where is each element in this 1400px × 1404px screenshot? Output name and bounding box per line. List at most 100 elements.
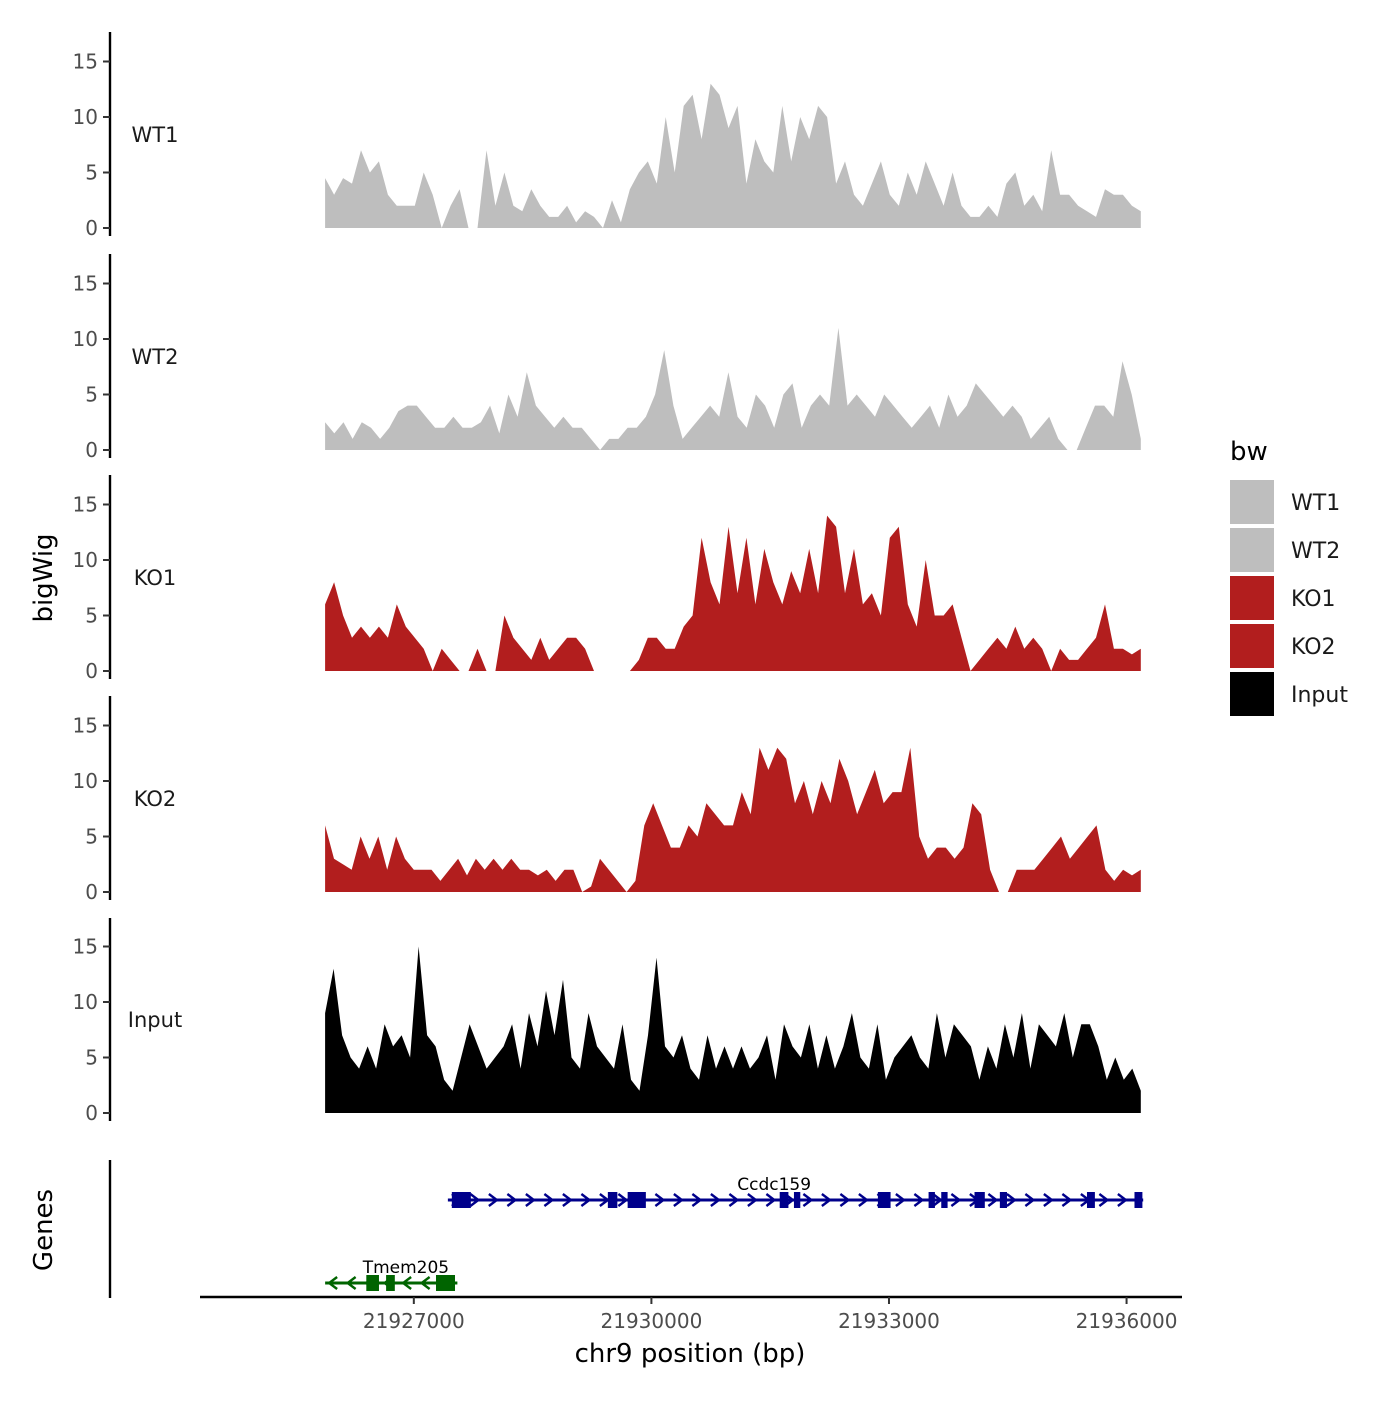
exon	[607, 1192, 618, 1208]
strand-arrow	[932, 1193, 943, 1207]
strand-arrow	[691, 1193, 703, 1207]
track-wt1: 0 5 10 15 WT1	[73, 32, 1141, 240]
y-axis-title: bigWig	[29, 533, 59, 622]
strand-arrow	[950, 1193, 962, 1207]
y-tick-label: 15	[73, 493, 98, 517]
x-axis: 21927000 21930000 21933000 21936000	[200, 1295, 1182, 1333]
exon	[974, 1192, 985, 1208]
y-tick-label: 0	[85, 659, 98, 683]
strand-arrow	[1098, 1193, 1110, 1207]
exon	[999, 1192, 1007, 1208]
coverage-area-wt2	[325, 327, 1141, 450]
x-tick-label: 21933000	[838, 1309, 940, 1333]
legend-key-ko1	[1230, 576, 1274, 620]
y-tick-label: 10	[73, 769, 98, 793]
legend-label-wt2: WT2	[1291, 539, 1340, 564]
strand-arrow	[710, 1193, 721, 1207]
legend-label-ko2: KO2	[1291, 635, 1336, 660]
y-tick-label: 0	[85, 438, 98, 462]
strand-arrow	[562, 1193, 573, 1207]
y-tick-label: 10	[73, 548, 98, 572]
track-input: 0 5 10 15 Input	[73, 918, 1141, 1125]
exon	[451, 1192, 471, 1208]
legend-label-wt1: WT1	[1291, 491, 1340, 516]
strand-arrow	[543, 1193, 555, 1207]
coverage-tracks: 0 5 10 15 WT1 0 5 10 15 WT2 0 5 10 15 KO1 0 5 10 15 KO2 0 5 10…	[73, 32, 1141, 1125]
x-axis-title: chr9 position (bp)	[575, 1339, 806, 1369]
y-tick-label: 5	[85, 383, 98, 407]
strand-arrow	[419, 1276, 431, 1290]
strand-arrow	[488, 1193, 499, 1207]
exon	[793, 1192, 801, 1208]
y-tick-label: 0	[85, 216, 98, 240]
strand-arrow	[821, 1193, 832, 1207]
y-tick-label: 0	[85, 880, 98, 904]
coverage-area-ko2	[325, 747, 1141, 892]
exon	[435, 1275, 456, 1291]
legend-title: bw	[1230, 437, 1268, 467]
x-tick-label: 21930000	[601, 1309, 703, 1333]
legend-key-wt2	[1230, 528, 1274, 572]
track-ko1: 0 5 10 15 KO1	[73, 475, 1141, 683]
y-tick-label: 0	[85, 1101, 98, 1125]
strand-arrow	[858, 1193, 869, 1207]
strand-arrow	[1061, 1193, 1073, 1207]
track-label-wt1: WT1	[132, 123, 179, 147]
strand-arrow	[1024, 1193, 1036, 1207]
x-tick-label: 21936000	[1076, 1309, 1178, 1333]
gene-track: Tmem205 Ccdc159	[108, 1160, 1144, 1298]
track-label-input: Input	[128, 1008, 182, 1032]
legend: bw WT1 WT2 KO1 KO2 Input	[1230, 437, 1348, 716]
gene-tmem205: Tmem205	[325, 1258, 458, 1291]
y-tick-label: 5	[85, 825, 98, 849]
track-label-ko1: KO1	[134, 566, 177, 590]
x-tick-label: 21927000	[363, 1309, 465, 1333]
strand-arrow	[913, 1193, 925, 1207]
strand-arrow	[839, 1193, 851, 1207]
strand-arrow	[728, 1193, 740, 1207]
gene-ccdc159: Ccdc159	[447, 1175, 1144, 1208]
exon	[877, 1192, 891, 1208]
strand-arrow	[1043, 1193, 1054, 1207]
legend-key-ko2	[1230, 624, 1274, 668]
strand-arrow	[802, 1193, 814, 1207]
track-ko2: 0 5 10 15 KO2	[73, 696, 1141, 904]
strand-arrow	[327, 1276, 338, 1290]
exon	[941, 1192, 948, 1208]
y-tick-label: 5	[85, 604, 98, 628]
strand-arrow	[345, 1276, 357, 1290]
track-wt2: 0 5 10 15 WT2	[73, 254, 1141, 462]
legend-label-ko1: KO1	[1291, 587, 1336, 612]
y-tick-label: 15	[73, 50, 98, 74]
y-tick-label: 5	[85, 1046, 98, 1070]
strand-arrow	[469, 1193, 481, 1207]
strand-arrow	[617, 1193, 629, 1207]
y-tick-label: 15	[73, 714, 98, 738]
y-tick-label: 15	[73, 272, 98, 296]
exon	[627, 1192, 646, 1208]
y-tick-label: 10	[73, 327, 98, 351]
exon	[386, 1275, 395, 1291]
coverage-area-ko1	[325, 515, 1141, 671]
y-tick-label: 10	[73, 990, 98, 1014]
exon	[1086, 1192, 1095, 1208]
track-label-ko2: KO2	[134, 787, 177, 811]
strand-arrow	[580, 1193, 592, 1207]
y-tick-label: 10	[73, 105, 98, 129]
genes-axis-title: Genes	[29, 1189, 59, 1271]
strand-arrow	[654, 1193, 666, 1207]
track-label-wt2: WT2	[132, 345, 179, 369]
strand-arrow	[987, 1193, 999, 1207]
legend-key-input	[1230, 672, 1274, 716]
gene-label-ccdc159: Ccdc159	[737, 1175, 811, 1195]
legend-key-wt1	[1230, 480, 1274, 524]
exon	[928, 1192, 935, 1208]
exon	[1134, 1192, 1143, 1208]
strand-arrow	[401, 1276, 412, 1290]
strand-arrow	[895, 1193, 906, 1207]
strand-arrow	[525, 1193, 536, 1207]
exon	[779, 1192, 789, 1208]
strand-arrow	[1117, 1193, 1128, 1207]
